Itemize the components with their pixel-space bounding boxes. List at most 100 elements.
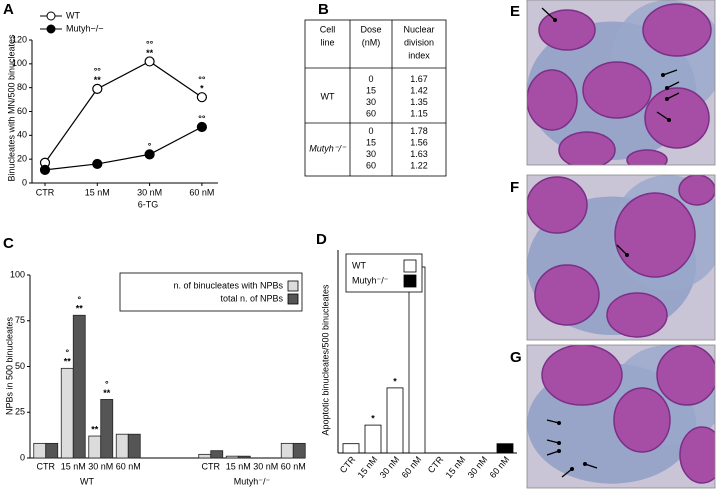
arrow-head bbox=[583, 462, 587, 466]
legend-label: total n. of NPBs bbox=[220, 293, 283, 303]
x-tick-label: 15 nM bbox=[85, 187, 110, 197]
annotation: ° bbox=[148, 141, 152, 151]
arrow-head bbox=[665, 97, 669, 101]
nucleus bbox=[678, 175, 715, 206]
data-point bbox=[39, 164, 51, 175]
micrograph-content bbox=[527, 175, 715, 340]
x-tick-label: 30 nM bbox=[88, 461, 113, 471]
nucleus bbox=[541, 345, 623, 406]
nucleus bbox=[534, 264, 600, 326]
micrograph-content bbox=[527, 345, 715, 488]
annotation: ** bbox=[91, 424, 99, 434]
arrow-head bbox=[557, 441, 561, 445]
x-tick-label: 15 nM bbox=[226, 461, 251, 471]
bar bbox=[198, 453, 212, 459]
table-cell: 30 bbox=[366, 149, 376, 159]
table-cell: 60 bbox=[366, 161, 376, 171]
table-cell: 1.22 bbox=[410, 161, 428, 171]
arrow bbox=[666, 92, 680, 100]
panel-label: G bbox=[510, 349, 522, 366]
bar bbox=[45, 442, 59, 459]
panel-label: C bbox=[3, 235, 14, 252]
annotation: ** bbox=[103, 388, 111, 398]
table-cell: 15 bbox=[366, 86, 376, 96]
table-cell: 0 bbox=[368, 74, 373, 84]
annotation: °° bbox=[94, 66, 102, 76]
panel-label: A bbox=[3, 1, 14, 18]
annotation: ° bbox=[77, 295, 81, 305]
series-line bbox=[44, 60, 203, 164]
micrograph bbox=[526, 344, 716, 489]
nucleus bbox=[644, 87, 710, 149]
arrow-head bbox=[557, 421, 561, 425]
nucleus bbox=[538, 9, 596, 51]
legend-marker bbox=[46, 11, 56, 21]
y-axis-label: Apoptotic binucleates/500 binucleates bbox=[320, 284, 330, 436]
x-tick-label: 15 nM bbox=[356, 454, 380, 480]
arrow-head bbox=[557, 449, 561, 453]
table-header: (nM) bbox=[362, 37, 381, 47]
y-tick-label: 100 bbox=[10, 269, 25, 279]
nucleus bbox=[626, 149, 668, 165]
arrow bbox=[666, 81, 680, 89]
micrograph bbox=[526, 0, 716, 166]
arrow bbox=[656, 111, 670, 121]
y-tick-label: 100 bbox=[12, 58, 27, 68]
bar bbox=[386, 387, 404, 454]
table-header: index bbox=[408, 50, 430, 60]
arrow-head bbox=[553, 18, 557, 22]
arrow-head bbox=[570, 467, 574, 471]
arrow bbox=[561, 468, 573, 478]
arrow bbox=[546, 450, 560, 456]
bar bbox=[210, 450, 224, 459]
nucleus bbox=[582, 61, 652, 119]
table-header: Dose bbox=[360, 24, 381, 34]
bar bbox=[237, 455, 251, 459]
data-point bbox=[92, 83, 103, 94]
legend-label: n. of binucleates with NPBs bbox=[173, 280, 283, 290]
micrograph-content bbox=[527, 0, 715, 165]
legend-label: WT bbox=[66, 10, 80, 20]
table-cell: 1.56 bbox=[410, 138, 428, 148]
x-tick-label: 30 nM bbox=[137, 187, 162, 197]
x-tick-label: 60 nM bbox=[400, 454, 424, 480]
arrow bbox=[616, 244, 628, 256]
bar bbox=[33, 442, 47, 459]
data-point bbox=[196, 92, 207, 103]
annotation: °° bbox=[146, 39, 154, 49]
x-tick-label: 60 nM bbox=[116, 461, 141, 471]
group-label: WT bbox=[80, 476, 94, 486]
table-cell: 1.42 bbox=[410, 86, 428, 96]
arrow-head bbox=[625, 253, 629, 257]
nucleus bbox=[558, 131, 616, 165]
nucleus bbox=[614, 192, 696, 278]
annotation: * bbox=[393, 376, 397, 386]
y-tick-label: 20 bbox=[17, 154, 27, 164]
group-label: Mutyh⁻/⁻ bbox=[234, 476, 271, 486]
y-tick-label: 0 bbox=[20, 452, 25, 462]
legend-label: Mutyh⁻/⁻ bbox=[352, 275, 389, 285]
table-cell: 0 bbox=[368, 126, 373, 136]
micrograph-border bbox=[526, 174, 716, 341]
y-tick-label: 25 bbox=[15, 407, 25, 417]
bar bbox=[292, 442, 306, 459]
data-point bbox=[196, 121, 207, 133]
bar bbox=[225, 455, 239, 459]
bar bbox=[364, 424, 382, 454]
table-cell: WT bbox=[321, 91, 335, 101]
bar bbox=[100, 399, 114, 459]
micrograph-border bbox=[526, 0, 716, 166]
x-tick-label: 60 nM bbox=[488, 454, 512, 480]
x-tick-label: 30 nM bbox=[466, 454, 490, 480]
table-header: Nuclear bbox=[403, 24, 434, 34]
x-tick-label: CTR bbox=[37, 461, 56, 471]
annotation: ** bbox=[94, 75, 102, 85]
arrow bbox=[584, 463, 598, 469]
data-point bbox=[144, 149, 155, 160]
y-tick-label: 40 bbox=[17, 130, 27, 140]
annotation: ° bbox=[65, 348, 69, 358]
annotation: * bbox=[200, 84, 204, 94]
arrow-head bbox=[661, 73, 665, 77]
bar bbox=[342, 443, 360, 454]
annotation: ° bbox=[105, 379, 109, 389]
